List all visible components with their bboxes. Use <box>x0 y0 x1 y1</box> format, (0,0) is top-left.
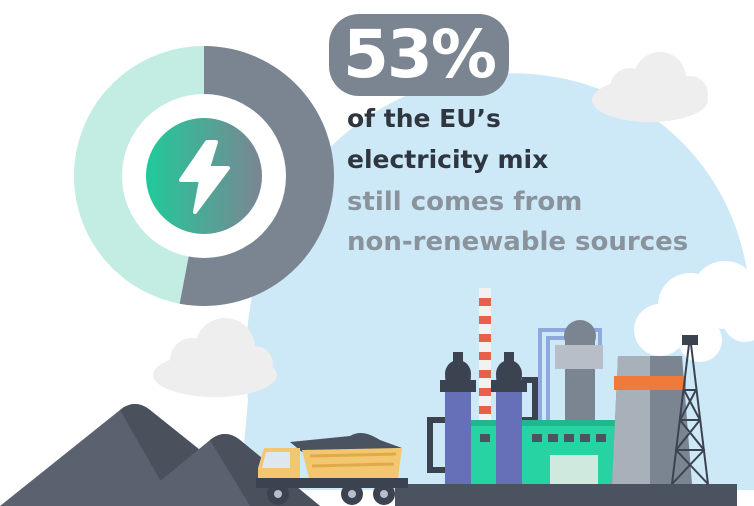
lightning-bolt-icon <box>179 140 230 214</box>
cloud-top-right <box>592 52 708 122</box>
gray-tower <box>555 320 603 420</box>
subline-line-2: non-renewable sources <box>347 227 689 257</box>
donut-chart <box>73 46 334 306</box>
boiler-tanks <box>440 352 527 484</box>
ground <box>395 484 737 506</box>
cloud-left <box>153 318 277 397</box>
headline-line-2: electricity mix <box>347 145 549 174</box>
headline-line-1: of the EU’s <box>347 104 501 133</box>
dump-truck <box>256 433 408 505</box>
lattice-tower <box>671 335 709 485</box>
factory-building <box>470 420 625 484</box>
percentage-value: 53% <box>343 16 497 93</box>
cooling-tower <box>612 356 692 484</box>
subline-line-1: still comes from <box>347 187 583 217</box>
percentage-badge: 53% <box>329 14 509 96</box>
